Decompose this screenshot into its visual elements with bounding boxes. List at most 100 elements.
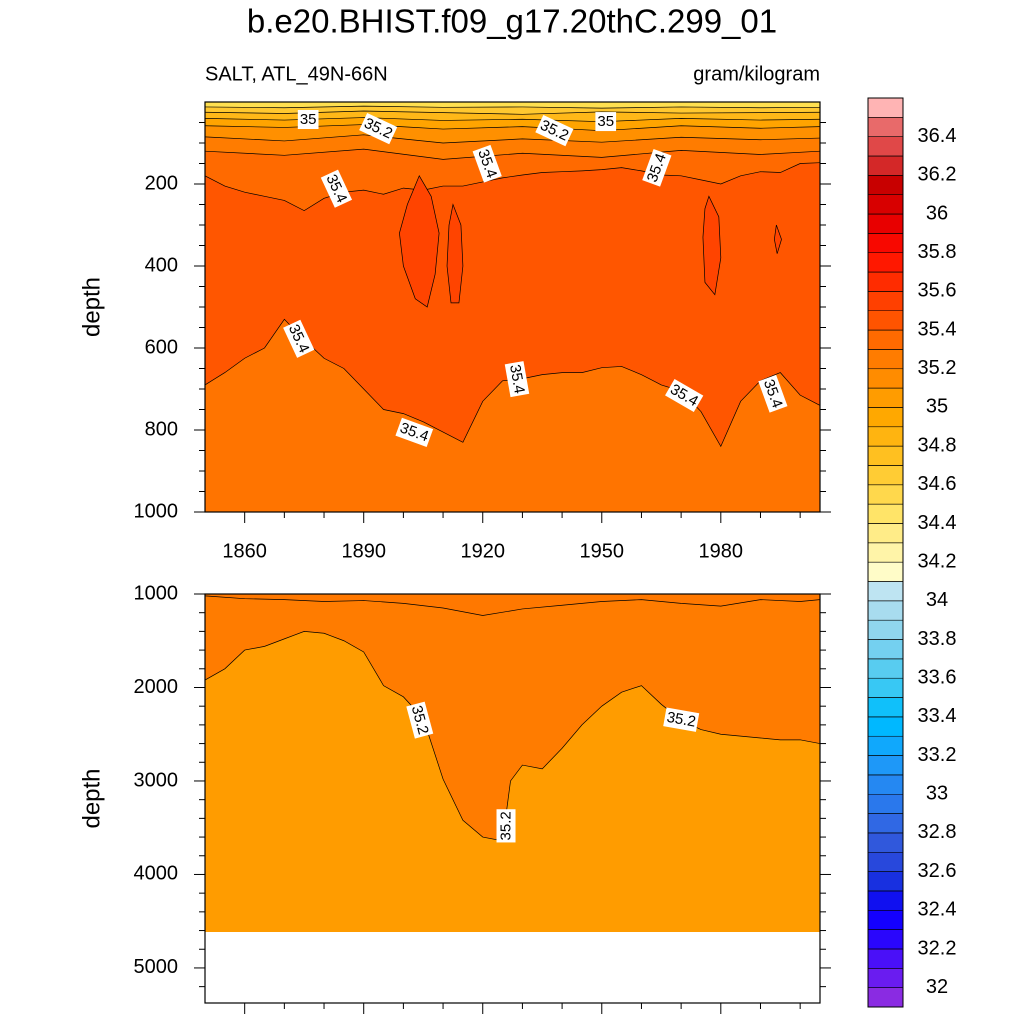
colorbar-box <box>867 175 904 195</box>
y-tick-label: 800 <box>145 418 178 440</box>
colorbar-box <box>867 155 904 176</box>
colorbar-box <box>867 600 904 621</box>
closed-contour <box>399 175 440 308</box>
colorbar-box <box>867 619 904 640</box>
colorbar-box <box>867 987 904 1008</box>
colorbar-label: 35.2 <box>918 357 957 379</box>
subtitle-left: SALT, ATL_49N-66N <box>205 63 388 85</box>
colorbar-box <box>867 310 904 331</box>
contour-label-text: 35.4 <box>506 363 528 395</box>
colorbar-label: 32 <box>926 976 948 998</box>
contour-fill <box>205 631 820 932</box>
colorbar-box <box>867 387 904 408</box>
colorbar-frame <box>867 97 904 1008</box>
colorbar-label: 34.4 <box>918 512 957 534</box>
closed-contour <box>702 195 722 296</box>
colorbar-box <box>867 523 904 544</box>
contour-label-box <box>758 374 788 413</box>
colorbar-label: 34 <box>926 589 948 611</box>
contour-label-box <box>395 417 434 447</box>
colorbar-box <box>867 561 904 582</box>
colorbar-box <box>867 968 904 988</box>
contour-label-text: 35 <box>300 111 317 128</box>
colorbar-box <box>867 832 904 853</box>
colorbar-box <box>867 735 904 756</box>
contour-label-box <box>663 707 700 732</box>
colorbar-box <box>867 117 904 137</box>
y-tick-label: 3000 <box>134 769 179 791</box>
colorbar-label: 33.6 <box>918 666 957 688</box>
contour-label: 35.2 <box>496 809 516 843</box>
colorbar-label: 34.2 <box>918 550 957 572</box>
colorbar-label: 33.4 <box>918 705 957 727</box>
colorbar-box <box>867 465 904 486</box>
contour-label-box <box>406 701 434 739</box>
colorbar-label: 33.2 <box>918 744 957 766</box>
y-tick-label: 2000 <box>134 676 179 698</box>
colorbar-box <box>867 948 904 969</box>
contour-label-box <box>297 110 319 130</box>
x-tick-label: 1920 <box>460 540 505 562</box>
colorbar-box <box>867 794 904 814</box>
colorbar-label: 36 <box>926 202 948 224</box>
closed-contour <box>774 224 782 254</box>
y-axis-label: depth <box>78 768 105 828</box>
y-tick-label: 1000 <box>134 500 179 522</box>
contour-label-text: 35 <box>597 113 614 130</box>
plot-area <box>205 594 820 932</box>
colorbar-label: 36.2 <box>918 164 957 186</box>
contour-label-box <box>283 319 315 358</box>
y-tick-label: 5000 <box>134 956 179 978</box>
plot-frame <box>204 593 821 1004</box>
contour-label: 35.2 <box>663 707 700 732</box>
colorbar-box <box>867 852 904 872</box>
colorbar-box <box>867 755 904 776</box>
colorbar-box <box>867 871 904 892</box>
colorbar-box <box>867 252 904 273</box>
colorbar-box <box>867 329 904 350</box>
colorbar-box <box>867 929 904 950</box>
contour-label-text: 35.2 <box>408 704 432 737</box>
contour-label-box <box>535 115 574 147</box>
colorbar-label: 35 <box>926 396 948 418</box>
colorbar-label: 32.4 <box>918 899 957 921</box>
colorbar-box <box>867 213 904 234</box>
subtitle-right: gram/kilogram <box>693 63 820 85</box>
colorbar-label: 33 <box>926 783 948 805</box>
colorbar-box <box>867 890 904 911</box>
y-tick-label: 4000 <box>134 863 179 885</box>
contour-label-text: 35.2 <box>665 709 697 731</box>
contour-label-text: 35.2 <box>498 811 515 840</box>
contour-line <box>205 134 820 144</box>
colorbar-box <box>867 136 904 157</box>
x-tick-label: 1980 <box>699 540 744 562</box>
colorbar-box <box>867 697 904 718</box>
colorbar-box <box>867 291 904 311</box>
closed-contour <box>446 203 464 304</box>
y-tick-label: 600 <box>145 336 178 358</box>
contour-label-box <box>359 112 398 145</box>
y-tick-label: 400 <box>145 254 178 276</box>
contour-label: 35 <box>595 112 617 132</box>
colorbar-box <box>867 581 904 602</box>
colorbar-box <box>867 503 904 524</box>
colorbar-box <box>867 368 904 389</box>
colorbar-box <box>867 484 904 505</box>
colorbar-box <box>867 271 904 292</box>
colorbar-label: 34.8 <box>918 434 957 456</box>
contour-line <box>205 148 820 160</box>
colorbar-label: 33.8 <box>918 628 957 650</box>
colorbar-box <box>867 349 904 370</box>
colorbar-box <box>867 407 904 428</box>
contour-label-box <box>642 148 672 187</box>
colorbar-label: 32.8 <box>918 821 957 843</box>
x-tick-label: 1860 <box>222 540 267 562</box>
contour-label-box <box>472 144 502 183</box>
contour-label-box <box>665 378 704 413</box>
x-tick-label: 1890 <box>341 540 386 562</box>
colorbar-box <box>867 445 904 466</box>
colorbar-label: 32.2 <box>918 937 957 959</box>
contour-line <box>205 595 820 616</box>
contour-fill <box>205 319 820 512</box>
